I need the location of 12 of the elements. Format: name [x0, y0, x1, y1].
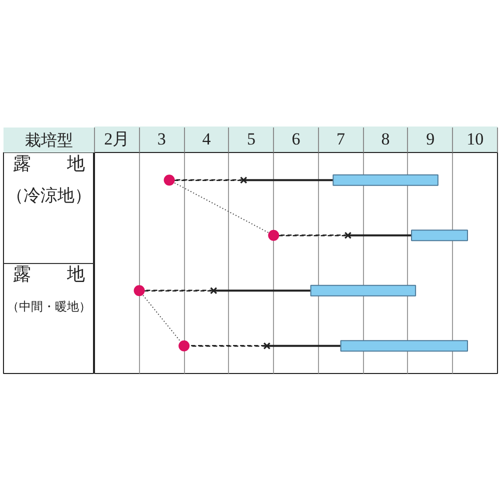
x-tick-label: 4	[202, 130, 212, 148]
x-tick-label: 10	[466, 130, 484, 148]
x-tick-label: 9	[426, 130, 435, 148]
y-tick-label: 露 地（冷涼地）	[6, 154, 92, 206]
x-tick-label: 2月	[104, 130, 130, 148]
x-tick-label: 8	[381, 130, 390, 148]
x-tick-label: 6	[292, 130, 300, 148]
x-tick-label: 5	[246, 130, 256, 148]
y-axis-title: 栽培型	[25, 130, 73, 150]
x-tick-label: 3	[157, 130, 166, 148]
x-tick-label: 7	[336, 130, 346, 148]
y-tick-label: 露 地（中間・暖地）	[7, 264, 91, 314]
